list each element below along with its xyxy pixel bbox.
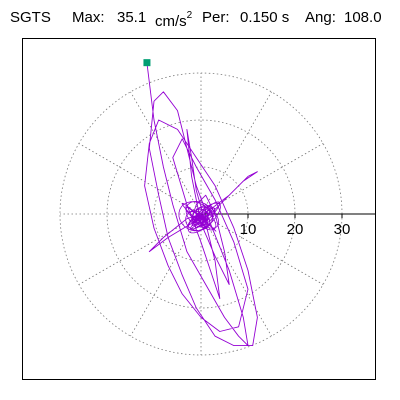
grid-spoke-30 (200, 143, 324, 215)
start-marker (143, 59, 151, 67)
grid-spoke-300 (200, 213, 272, 337)
max-value: 35.1 (117, 9, 147, 26)
grid-spoke-60 (200, 91, 272, 215)
grid-spoke-120 (130, 91, 202, 215)
polar-orbit-plot: 10 20 30 (22, 38, 376, 380)
orbit-core-cluster (178, 200, 221, 234)
radial-tick-label-10: 10 (240, 221, 257, 238)
grid-spoke-150 (78, 143, 202, 215)
plot-header: SGTS Max: 35.1 cm/s2 Per: 0.150 s Ang: 1… (0, 6, 400, 30)
per-label: Per: (202, 9, 230, 26)
ang-label: Ang: (305, 9, 336, 26)
station-code: SGTS (10, 9, 51, 26)
radial-tick-label-30: 30 (334, 221, 351, 238)
per-value: 0.150 s (240, 9, 290, 26)
max-unit-exponent: 2 (186, 10, 193, 21)
chart-svg: 10 20 30 (59, 59, 375, 356)
ang-value: 108.0 (344, 9, 382, 26)
grid-spoke-330 (200, 213, 324, 285)
max-unit: cm/s2 (155, 6, 192, 34)
grid-spoke-210 (78, 213, 202, 285)
max-label: Max: (72, 9, 105, 26)
radial-tick-label-20: 20 (287, 221, 304, 238)
grid-spoke-240 (130, 213, 202, 337)
max-unit-text: cm/s (155, 13, 187, 30)
